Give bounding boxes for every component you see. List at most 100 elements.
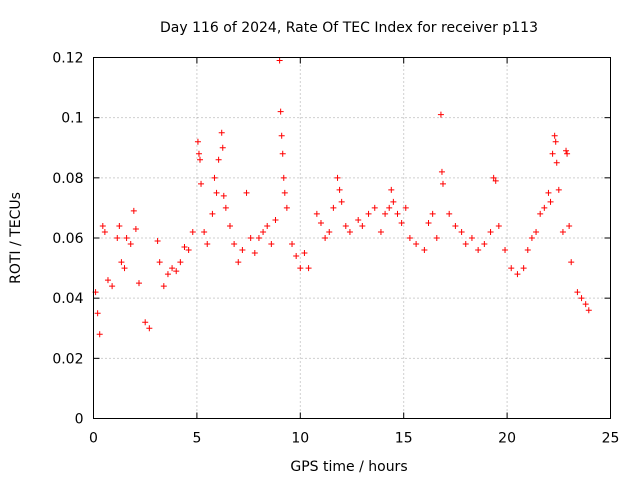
data-point (96, 331, 103, 338)
data-point (388, 186, 395, 193)
data-point (132, 225, 139, 232)
data-point (218, 129, 225, 136)
data-point (564, 150, 571, 157)
data-point (338, 198, 345, 205)
x-tick-label: 5 (192, 431, 201, 447)
data-point (553, 159, 560, 166)
data-point (481, 241, 488, 248)
axis-ticks: 0 5 10 15 20 25 0 0.02 0.04 0.06 0.08 0.1 0.12 (52, 51, 619, 447)
data-point (439, 180, 446, 187)
y-tick-label: 0 (75, 412, 84, 428)
data-point (429, 210, 436, 217)
data-point (280, 174, 287, 181)
data-point (566, 222, 573, 229)
x-tick-label: 15 (395, 431, 413, 447)
data-point (437, 111, 444, 118)
data-point (433, 235, 440, 241)
data-point (421, 247, 428, 254)
data-point (346, 228, 353, 235)
data-point (222, 204, 229, 211)
data-point (289, 241, 296, 248)
data-point (508, 265, 515, 272)
data-point (142, 319, 149, 326)
data-point (268, 241, 275, 248)
data-point (326, 228, 333, 235)
y-axis-label: ROTI / TECUs (8, 192, 24, 284)
data-point (235, 259, 242, 266)
data-point (377, 228, 384, 235)
data-point (492, 177, 499, 184)
data-point (281, 189, 288, 196)
data-point (211, 174, 218, 181)
data-point (475, 247, 482, 254)
data-point (278, 132, 285, 139)
data-point (468, 235, 475, 241)
data-point (215, 156, 222, 163)
data-point (201, 228, 208, 235)
data-point (209, 210, 216, 217)
data-point (458, 228, 465, 235)
data-point (551, 132, 558, 139)
data-point (545, 189, 552, 196)
data-point (177, 259, 184, 266)
data-point (195, 150, 202, 157)
data-point (552, 138, 559, 145)
data-points (92, 57, 592, 338)
data-point (204, 241, 211, 248)
y-tick-label: 0.08 (52, 171, 83, 187)
data-point (94, 310, 101, 317)
data-point (359, 222, 366, 229)
data-point (198, 180, 205, 187)
data-point (541, 204, 548, 211)
data-point (528, 235, 535, 241)
data-point (578, 295, 585, 302)
data-point (514, 271, 521, 278)
data-point (101, 228, 108, 235)
data-point (462, 241, 469, 248)
data-point (398, 219, 405, 226)
data-point (406, 235, 413, 241)
data-point (438, 168, 445, 175)
data-point (342, 222, 349, 229)
data-point (585, 307, 592, 314)
data-point (313, 210, 320, 217)
data-point (264, 222, 271, 229)
data-point (109, 283, 116, 290)
data-point (181, 244, 188, 251)
data-point (276, 57, 283, 64)
data-point (116, 222, 123, 229)
data-point (123, 235, 130, 241)
data-point (121, 265, 128, 272)
data-point (390, 198, 397, 205)
data-point (104, 277, 111, 284)
data-point (305, 265, 312, 272)
y-tick-label: 0.12 (52, 51, 83, 67)
x-tick-label: 0 (89, 431, 98, 447)
data-point (330, 204, 337, 211)
data-point (130, 207, 137, 214)
data-point (279, 150, 286, 157)
data-point (160, 283, 167, 290)
data-point (213, 189, 220, 196)
data-point (189, 228, 196, 235)
data-point (555, 186, 562, 193)
data-point (272, 216, 279, 223)
data-point (334, 174, 341, 181)
data-point (247, 235, 254, 241)
data-point (118, 259, 125, 266)
data-point (452, 222, 459, 229)
data-point (537, 210, 544, 217)
y-tick-label: 0.1 (61, 111, 83, 127)
data-point (219, 144, 226, 151)
data-point (533, 228, 540, 235)
data-point (114, 235, 121, 241)
data-point (549, 150, 556, 157)
data-point (226, 222, 233, 229)
x-tick-label: 20 (498, 431, 516, 447)
data-point (371, 204, 378, 211)
data-point (260, 228, 267, 235)
data-point (386, 204, 393, 211)
chart-title: Day 116 of 2024, Rate Of TEC Index for r… (160, 20, 538, 36)
data-point (220, 192, 227, 199)
